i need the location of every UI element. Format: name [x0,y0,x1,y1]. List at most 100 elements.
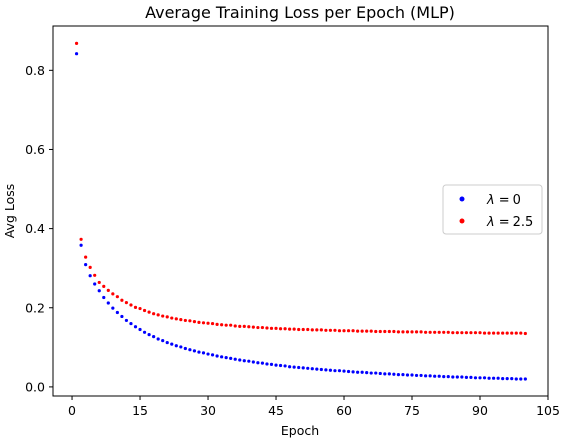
data-point [342,369,346,373]
x-tick-label: 90 [472,403,488,418]
data-point [93,273,97,277]
data-point [451,375,455,379]
data-point [79,237,83,241]
data-point [315,367,319,371]
data-point [88,274,92,278]
data-point [492,331,496,335]
data-point [301,366,305,370]
data-point [337,329,342,333]
data-point [256,361,260,365]
data-point [283,327,287,331]
data-point [446,330,450,334]
data-point [265,362,269,366]
data-point [142,330,147,334]
data-point [251,325,255,329]
x-axis-label: Epoch [281,423,319,438]
data-point [120,314,124,319]
data-point [297,365,301,370]
data-point [478,331,482,335]
data-point [133,305,138,309]
data-point [247,325,251,329]
data-point [278,363,283,368]
data-point [342,329,346,333]
data-point [233,324,237,328]
data-point [229,323,233,327]
data-point [306,366,310,370]
data-point [473,376,478,380]
data-point [238,324,242,328]
data-point [74,52,79,56]
data-point [156,337,160,341]
data-point [514,377,518,381]
data-point [419,373,423,378]
data-point [269,326,274,330]
data-point [229,356,233,361]
data-point [206,352,210,356]
data-point [464,331,469,335]
data-point [505,331,509,335]
data-point [170,342,174,346]
data-point [288,327,292,331]
data-point [192,349,197,353]
series-1 [74,41,527,336]
y-axis-label: Avg Loss [2,184,17,239]
data-point [161,314,165,318]
data-point [301,327,305,332]
data-point [115,295,119,299]
x-tick-label: 45 [268,403,284,418]
data-point [179,345,183,349]
data-point [97,289,101,293]
data-point [183,346,187,351]
data-point [351,370,355,374]
data-point [351,329,355,333]
data-point [433,374,437,378]
data-point [129,321,133,326]
y-tick-label: 0.0 [25,379,45,394]
data-point [514,331,518,335]
data-point [401,330,405,334]
data-point [365,371,369,375]
data-point [97,280,101,285]
data-point [369,329,373,333]
data-point [383,372,387,376]
data-point [523,377,527,381]
data-point [269,362,274,366]
data-point [220,355,224,359]
data-point [510,376,514,381]
legend-symbol: λ [486,215,495,230]
data-point [201,351,206,355]
data-point [210,353,215,357]
data-point [260,361,265,365]
x-axis-ticks: 0 15 30 45 60 75 90 105 [68,396,560,418]
data-point [278,327,283,331]
data-point [206,321,210,325]
data-point [378,329,382,334]
data-point [442,375,446,379]
data-point [170,316,174,320]
data-point [437,330,441,334]
data-point [473,331,478,335]
data-point [106,301,110,305]
data-point [306,327,310,332]
points-layer [74,41,527,381]
data-point [328,328,333,332]
data-point [102,295,106,300]
data-point [179,318,183,322]
data-point [156,313,160,317]
legend-value: 0 [513,193,521,208]
data-point [292,365,296,369]
legend-equals: = [499,193,510,208]
data-point [460,375,464,379]
data-point [224,323,228,327]
data-point [505,376,509,381]
legend-marker-lambda-0 [459,196,465,202]
x-tick-label: 15 [132,403,148,418]
data-point [496,331,500,335]
data-point [138,306,142,311]
data-point [419,330,423,334]
x-tick-label: 75 [404,403,420,418]
data-point [274,363,278,367]
plot-frame [52,25,549,397]
data-point [324,328,328,332]
